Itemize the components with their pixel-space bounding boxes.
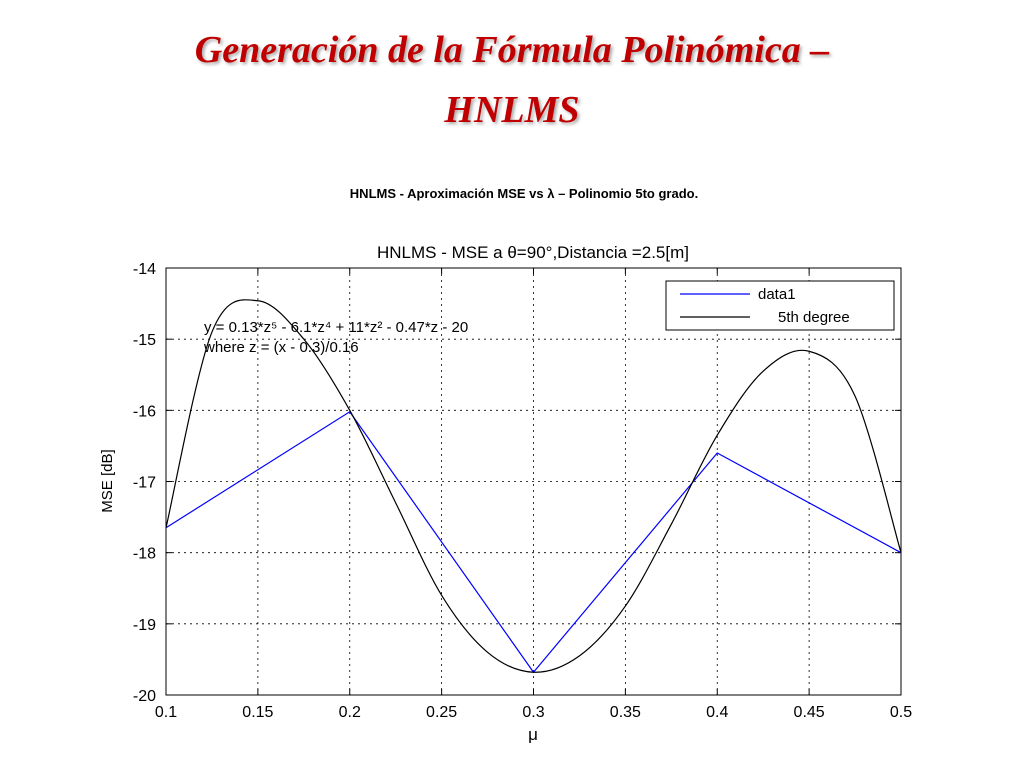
x-tick-label: 0.2 <box>339 704 361 721</box>
x-tick-label: 0.35 <box>610 704 641 721</box>
y-tick-label: -20 <box>133 688 156 705</box>
ticks-layer: 0.1 0.15 0.2 0.25 0.3 0.35 0.4 0.45 0.5 -14 -15 -16… <box>133 261 912 721</box>
x-axis-label: μ <box>528 725 538 744</box>
y-tick-label: -14 <box>133 261 156 278</box>
series-line-data1 <box>165 410 902 674</box>
legend-box: data1 5th degree <box>665 280 895 331</box>
slide-title: Generación de la Fórmula Polinómica – HN… <box>0 20 1024 140</box>
y-tick-label: -17 <box>133 475 156 492</box>
x-tick-label: 0.3 <box>522 704 544 721</box>
y-tick-label: -18 <box>133 546 156 563</box>
x-tick-label: 0.25 <box>426 704 457 721</box>
legend-label-5th-degree: 5th degree <box>778 309 850 326</box>
chart-title: HNLMS - MSE a θ=90°,Distancia =2.5[m] <box>377 243 689 262</box>
annotation-where: where z = (x - 0.3)/0.16 <box>203 339 359 356</box>
y-axis-label: MSE [dB] <box>99 449 116 512</box>
chart-caption: HNLMS - Aproximación MSE vs λ – Polinomi… <box>349 186 699 201</box>
y-tick-label: -16 <box>133 403 156 420</box>
slide-title-line1: Generación de la Fórmula Polinómica – <box>194 29 830 71</box>
annotation-formula: y = 0.13*z⁵ - 6.1*z⁴ + 11*z² - 0.47*z - … <box>204 319 468 336</box>
y-tick-label: -19 <box>133 617 156 634</box>
series-line-5th-degree <box>165 299 902 673</box>
x-tick-label: 0.15 <box>242 704 273 721</box>
x-tick-label: 0.4 <box>706 704 728 721</box>
series-layer <box>165 299 902 674</box>
legend-label-data1: data1 <box>758 286 796 303</box>
legend-frame <box>665 280 895 331</box>
x-tick-label: 0.45 <box>794 704 825 721</box>
x-tick-label: 0.5 <box>890 704 912 721</box>
grid-layer <box>166 268 901 695</box>
y-tick-label: -15 <box>133 332 156 349</box>
slide-title-line2: HNLMS <box>444 89 580 131</box>
x-tick-label: 0.1 <box>155 704 177 721</box>
